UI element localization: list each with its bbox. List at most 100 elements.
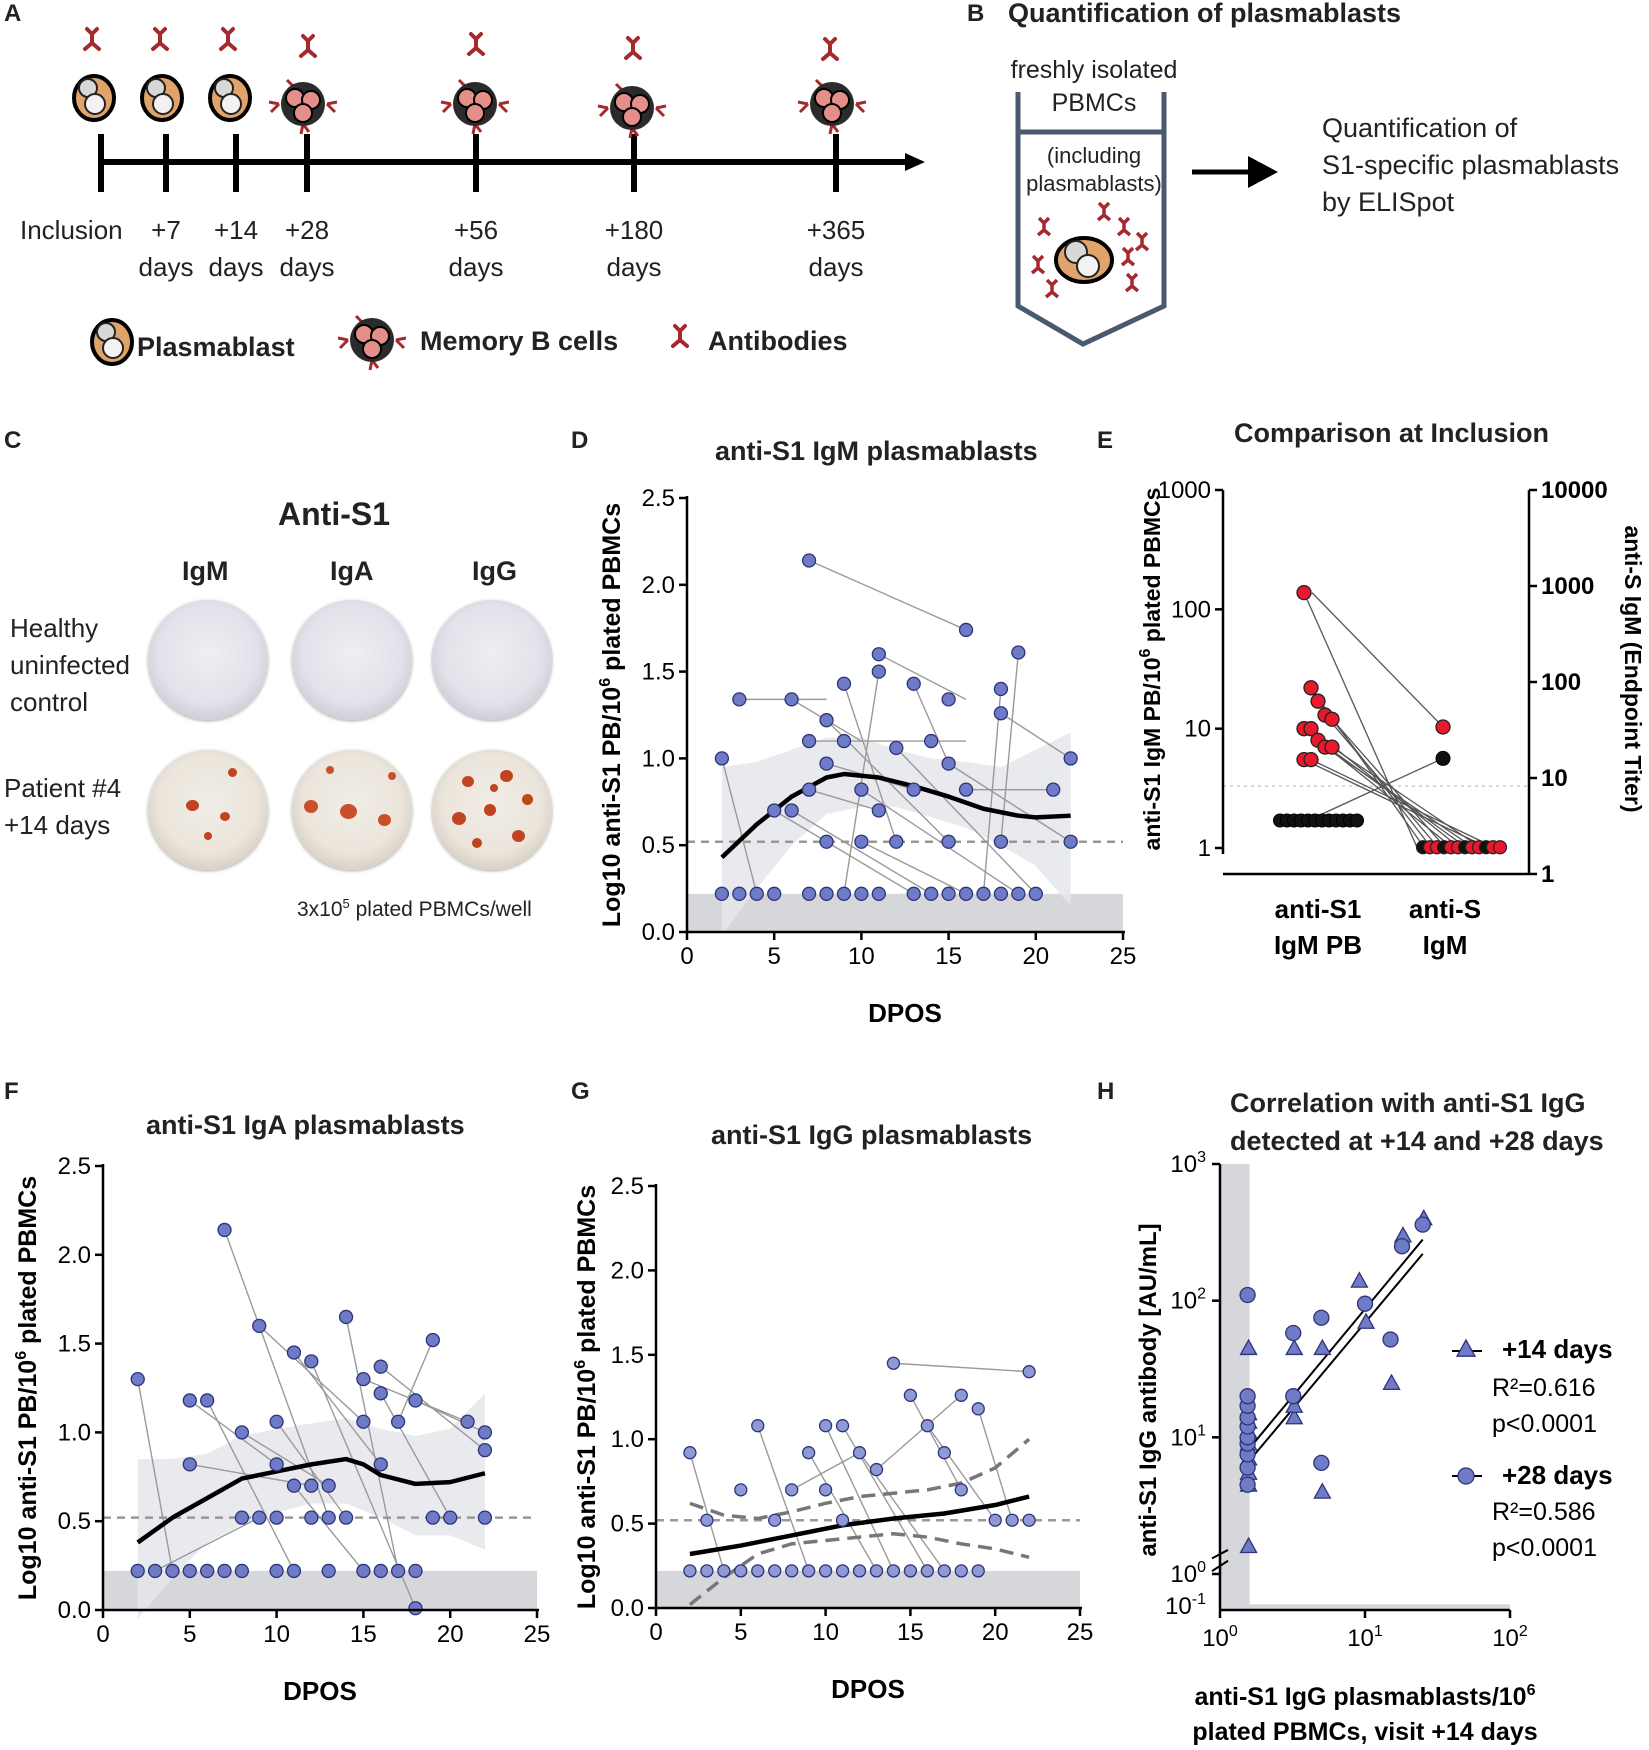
data-point	[460, 1414, 475, 1429]
data-point	[714, 886, 730, 901]
data-point	[390, 1414, 406, 1429]
y-axis-label: Log10 anti-S1 PB/106 plated PBMCs	[13, 1176, 42, 1600]
y-tick-label-right: 1	[1541, 861, 1554, 888]
x-tick-label: 15	[897, 1619, 924, 1646]
patient-link-line	[1307, 757, 1444, 822]
data-point	[217, 1563, 232, 1579]
category-label: IgM	[1423, 930, 1468, 960]
panel-d-label: D	[571, 427, 589, 454]
data-point	[304, 1354, 319, 1369]
data-point	[767, 886, 782, 901]
timepoint-label: +365 days	[806, 215, 866, 282]
data-point-circle	[1239, 1476, 1256, 1493]
data-point	[1435, 719, 1451, 735]
x-tick-label: 5	[768, 943, 781, 970]
data-point	[321, 1510, 336, 1525]
data-point	[920, 1564, 935, 1578]
data-point	[338, 1309, 354, 1325]
data-point-triangle	[1382, 1373, 1401, 1390]
data-point	[338, 1510, 354, 1525]
data-point-circle	[1239, 1388, 1256, 1405]
data-point-circle	[1382, 1331, 1399, 1348]
data-point	[234, 1510, 250, 1525]
patient-link-line	[808, 788, 880, 812]
tube-diagram	[1015, 92, 1278, 347]
data-point-circle	[1414, 1216, 1431, 1233]
confidence-curve	[688, 1531, 1030, 1606]
panel-h-label: H	[1097, 1078, 1115, 1105]
data-point-circle	[1393, 1238, 1411, 1255]
patient-link-line	[345, 1316, 399, 1572]
memory-b-cell-icon	[796, 78, 868, 136]
trend-line	[689, 1494, 1030, 1557]
patient-link-line	[137, 1378, 174, 1572]
data-point	[321, 1478, 336, 1493]
data-point	[993, 706, 1009, 721]
data-point	[801, 1446, 816, 1460]
patient-link-line	[824, 1425, 895, 1572]
y-axis-label: anti-S1 IgM PB/106 plated PBMCs	[1137, 488, 1165, 851]
data-point	[941, 692, 956, 707]
patient-link-line	[909, 1394, 962, 1491]
data-point-triangle	[1356, 1312, 1376, 1329]
plasmablast-legend-icon	[90, 318, 134, 366]
data-point	[988, 1513, 1002, 1527]
legend-triangle-icon	[1455, 1338, 1477, 1357]
data-point	[1011, 886, 1026, 901]
memory-b-cell-icon	[439, 78, 511, 136]
data-point	[286, 1563, 302, 1579]
data-point	[182, 1457, 197, 1472]
data-point	[356, 1414, 371, 1429]
patient-link-line	[1331, 746, 1481, 848]
legend-label: +28 days	[1502, 1460, 1613, 1490]
y-tick-label: 0.0	[611, 1595, 644, 1622]
data-point-circle	[1313, 1309, 1330, 1326]
regression-line	[1246, 1253, 1424, 1464]
patient-link-line	[1000, 652, 1020, 842]
data-point	[683, 1564, 697, 1578]
data-point	[819, 756, 834, 771]
data-point	[1022, 1365, 1036, 1379]
y-tick-label: 2.5	[58, 1153, 91, 1180]
data-point	[425, 1332, 440, 1348]
patient-link-line	[397, 1339, 434, 1423]
patient-link-line	[948, 763, 1072, 843]
data-point	[749, 886, 764, 901]
confidence-band	[137, 1393, 485, 1619]
y-tick-label: 0.0	[642, 919, 675, 946]
data-point	[906, 886, 921, 901]
data-point	[356, 1563, 371, 1579]
patient-link-line	[189, 1399, 278, 1465]
data-point	[886, 1564, 901, 1578]
data-point	[234, 1425, 250, 1440]
data-point	[1303, 680, 1319, 696]
patient-link-line	[861, 789, 1019, 895]
data-point	[954, 1388, 968, 1402]
x-tick-label: 0	[96, 1621, 109, 1648]
data-point	[1296, 584, 1312, 601]
data-point	[1324, 711, 1340, 727]
y-tick-label: 0.5	[611, 1511, 644, 1538]
patient-link-line	[154, 1517, 260, 1572]
x-tick-label: 20	[1022, 943, 1049, 970]
y-tick-label: 1	[1198, 835, 1211, 862]
panel-a-label: A	[4, 0, 22, 27]
timepoint-label: +180 days	[604, 215, 664, 282]
data-point	[993, 886, 1009, 901]
data-point	[477, 1425, 493, 1440]
patient-link-line	[773, 809, 915, 895]
data-point	[871, 886, 886, 901]
patient-link-line	[791, 809, 932, 895]
panel-f-title: anti-S1 IgA plasmablasts	[146, 1110, 465, 1140]
data-point	[854, 834, 869, 849]
x-axis-label: DPOS	[868, 998, 942, 1028]
data-point	[889, 834, 904, 849]
data-point	[1046, 782, 1061, 797]
x-axis-label: plated PBMCs, visit +14 days	[1192, 1718, 1537, 1746]
tube-middle-label: (including plasmablasts)	[1026, 143, 1162, 196]
timepoint-label: +14 days	[208, 215, 264, 282]
x-tick-label: 100	[1202, 1623, 1238, 1652]
data-point	[700, 1513, 714, 1527]
y-tick-label: 0.5	[642, 832, 675, 859]
data-point	[818, 1419, 833, 1433]
